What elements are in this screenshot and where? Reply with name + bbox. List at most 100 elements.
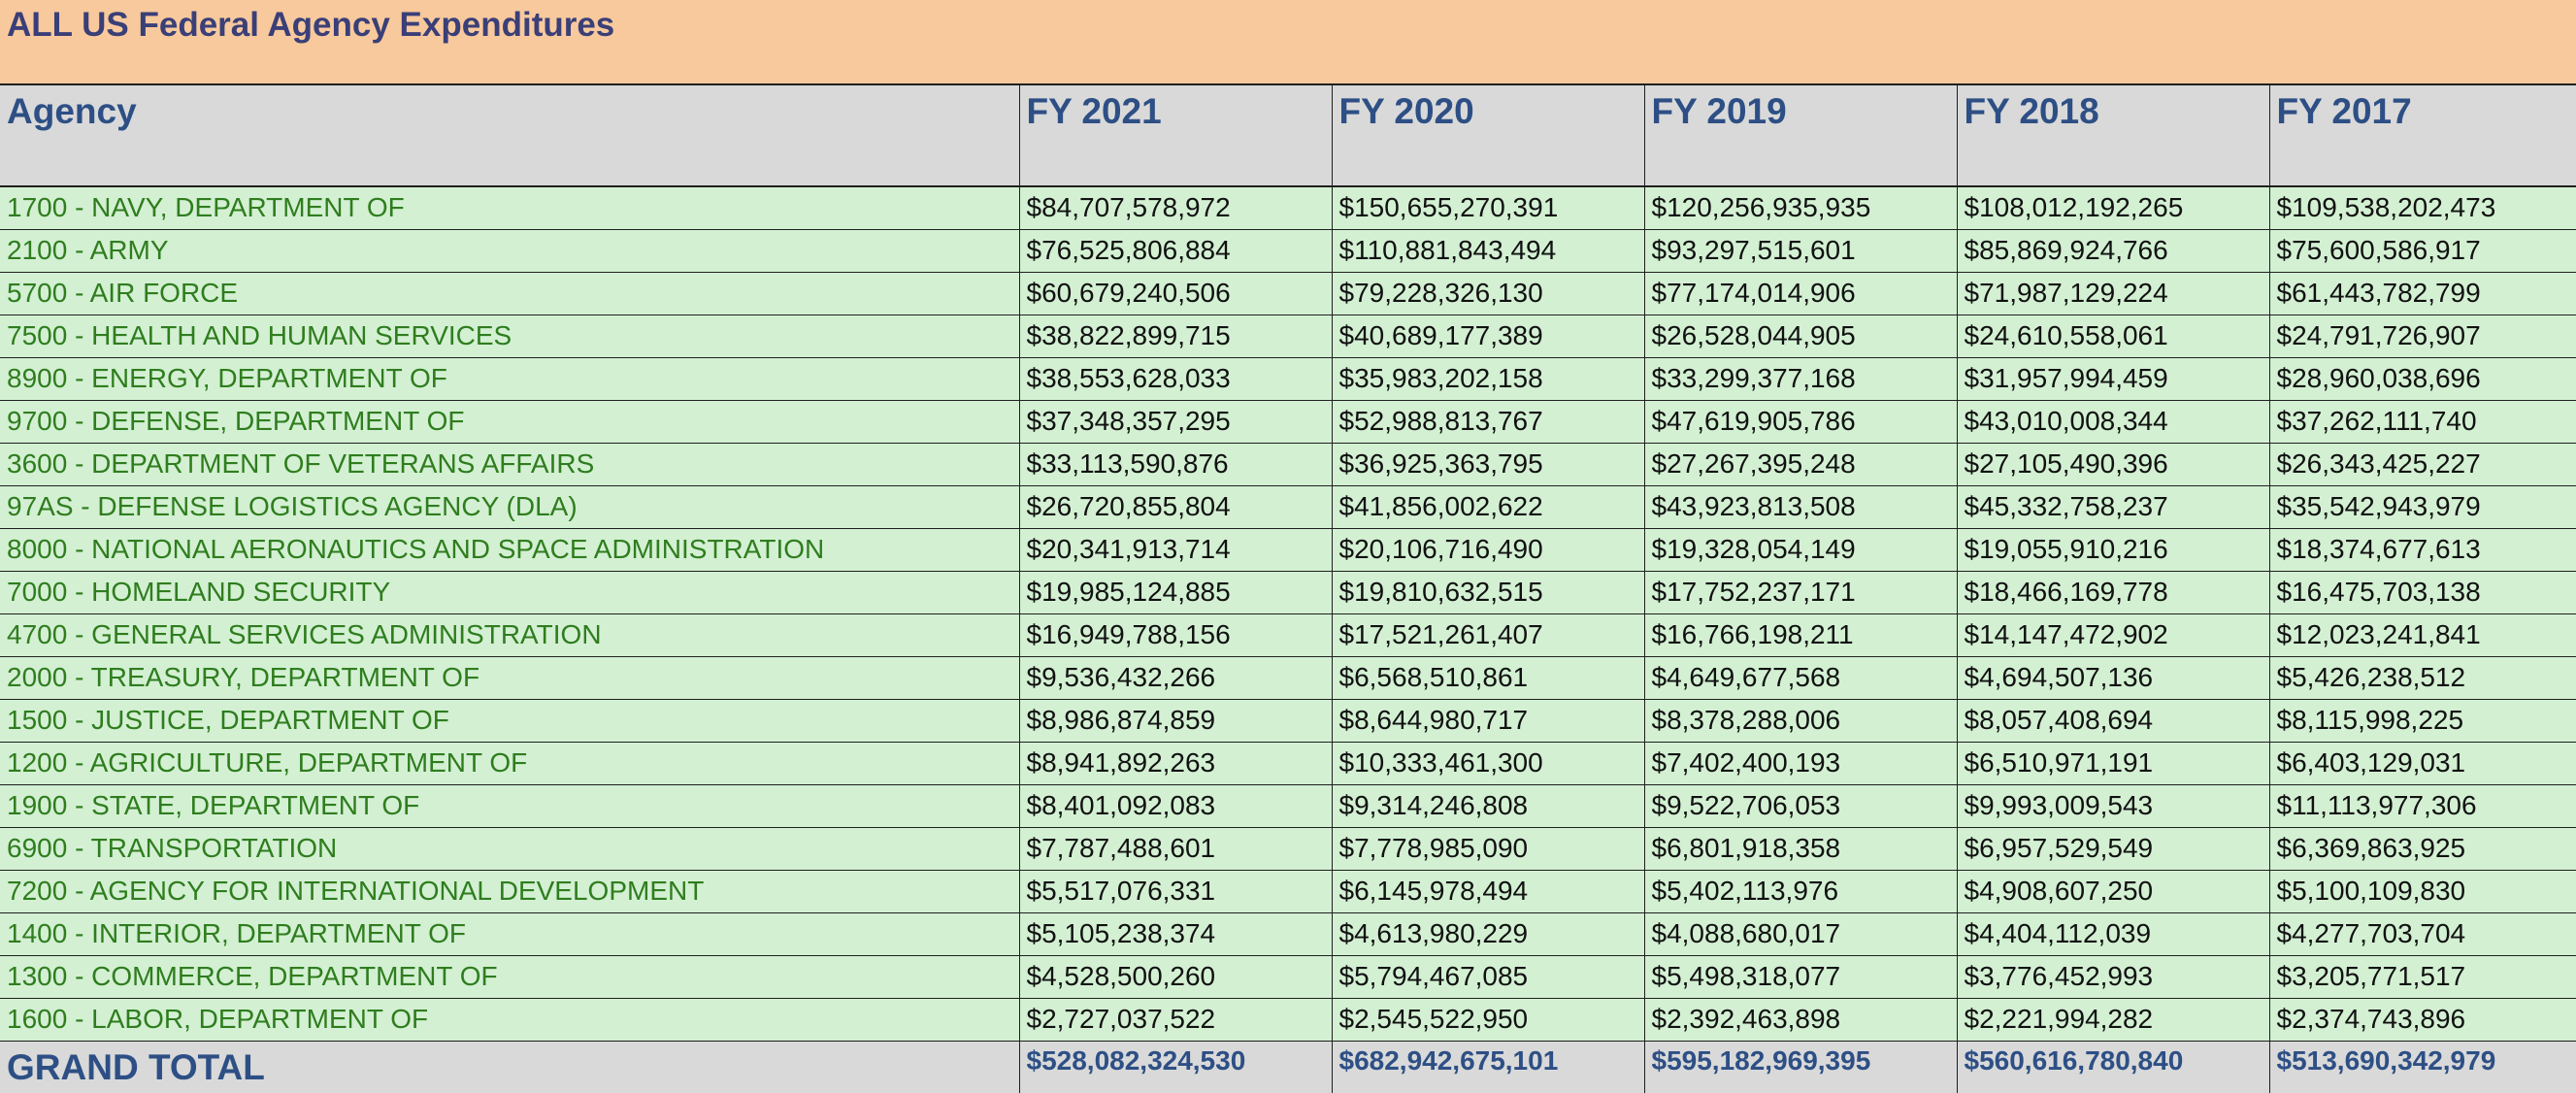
fy-2018-cell[interactable]: $6,510,971,191: [1957, 742, 2270, 785]
fy-2019-cell[interactable]: $4,649,677,568: [1644, 656, 1958, 700]
grand-total-fy-2017[interactable]: $513,690,342,979: [2269, 1041, 2576, 1093]
fy-2017-cell[interactable]: $5,100,109,830: [2269, 870, 2576, 913]
fy-2021-cell[interactable]: $5,517,076,331: [1019, 870, 1333, 913]
header-fy-2019[interactable]: FY 2019: [1644, 85, 1958, 187]
agency-cell[interactable]: 2100 - ARMY: [0, 229, 1020, 273]
fy-2020-cell[interactable]: $6,145,978,494: [1332, 870, 1645, 913]
grand-total-fy-2021[interactable]: $528,082,324,530: [1019, 1041, 1333, 1093]
fy-2021-cell[interactable]: $33,113,590,876: [1019, 443, 1333, 486]
fy-2018-cell[interactable]: $2,221,994,282: [1957, 998, 2270, 1042]
fy-2019-cell[interactable]: $77,174,014,906: [1644, 272, 1958, 315]
fy-2017-cell[interactable]: $18,374,677,613: [2269, 528, 2576, 572]
fy-2018-cell[interactable]: $8,057,408,694: [1957, 699, 2270, 743]
fy-2018-cell[interactable]: $19,055,910,216: [1957, 528, 2270, 572]
header-fy-2018[interactable]: FY 2018: [1957, 85, 2270, 187]
agency-cell[interactable]: 1500 - JUSTICE, DEPARTMENT OF: [0, 699, 1020, 743]
fy-2017-cell[interactable]: $3,205,771,517: [2269, 955, 2576, 999]
fy-2021-cell[interactable]: $8,941,892,263: [1019, 742, 1333, 785]
fy-2017-cell[interactable]: $35,542,943,979: [2269, 485, 2576, 529]
agency-cell[interactable]: 5700 - AIR FORCE: [0, 272, 1020, 315]
fy-2021-cell[interactable]: $7,787,488,601: [1019, 827, 1333, 871]
agency-cell[interactable]: 9700 - DEFENSE, DEPARTMENT OF: [0, 400, 1020, 444]
fy-2019-cell[interactable]: $47,619,905,786: [1644, 400, 1958, 444]
fy-2019-cell[interactable]: $27,267,395,248: [1644, 443, 1958, 486]
fy-2021-cell[interactable]: $38,822,899,715: [1019, 315, 1333, 358]
fy-2020-cell[interactable]: $36,925,363,795: [1332, 443, 1645, 486]
fy-2017-cell[interactable]: $6,369,863,925: [2269, 827, 2576, 871]
agency-cell[interactable]: 4700 - GENERAL SERVICES ADMINISTRATION: [0, 613, 1020, 657]
fy-2020-cell[interactable]: $40,689,177,389: [1332, 315, 1645, 358]
fy-2020-cell[interactable]: $7,778,985,090: [1332, 827, 1645, 871]
fy-2017-cell[interactable]: $11,113,977,306: [2269, 784, 2576, 828]
fy-2017-cell[interactable]: $109,538,202,473: [2269, 186, 2576, 230]
fy-2019-cell[interactable]: $26,528,044,905: [1644, 315, 1958, 358]
fy-2017-cell[interactable]: $16,475,703,138: [2269, 571, 2576, 614]
fy-2020-cell[interactable]: $41,856,002,622: [1332, 485, 1645, 529]
fy-2021-cell[interactable]: $19,985,124,885: [1019, 571, 1333, 614]
fy-2021-cell[interactable]: $16,949,788,156: [1019, 613, 1333, 657]
agency-cell[interactable]: 1200 - AGRICULTURE, DEPARTMENT OF: [0, 742, 1020, 785]
grand-total-label[interactable]: GRAND TOTAL: [0, 1041, 1020, 1093]
agency-cell[interactable]: 1900 - STATE, DEPARTMENT OF: [0, 784, 1020, 828]
fy-2018-cell[interactable]: $45,332,758,237: [1957, 485, 2270, 529]
agency-cell[interactable]: 8000 - NATIONAL AERONAUTICS AND SPACE AD…: [0, 528, 1020, 572]
fy-2018-cell[interactable]: $4,908,607,250: [1957, 870, 2270, 913]
fy-2018-cell[interactable]: $24,610,558,061: [1957, 315, 2270, 358]
fy-2017-cell[interactable]: $2,374,743,896: [2269, 998, 2576, 1042]
header-fy-2017[interactable]: FY 2017: [2269, 85, 2576, 187]
fy-2020-cell[interactable]: $2,545,522,950: [1332, 998, 1645, 1042]
agency-cell[interactable]: 1400 - INTERIOR, DEPARTMENT OF: [0, 912, 1020, 956]
fy-2020-cell[interactable]: $6,568,510,861: [1332, 656, 1645, 700]
fy-2020-cell[interactable]: $17,521,261,407: [1332, 613, 1645, 657]
fy-2021-cell[interactable]: $60,679,240,506: [1019, 272, 1333, 315]
fy-2020-cell[interactable]: $8,644,980,717: [1332, 699, 1645, 743]
fy-2019-cell[interactable]: $17,752,237,171: [1644, 571, 1958, 614]
fy-2019-cell[interactable]: $16,766,198,211: [1644, 613, 1958, 657]
agency-cell[interactable]: 7000 - HOMELAND SECURITY: [0, 571, 1020, 614]
agency-cell[interactable]: 1700 - NAVY, DEPARTMENT OF: [0, 186, 1020, 230]
fy-2021-cell[interactable]: $8,401,092,083: [1019, 784, 1333, 828]
fy-2020-cell[interactable]: $4,613,980,229: [1332, 912, 1645, 956]
fy-2021-cell[interactable]: $4,528,500,260: [1019, 955, 1333, 999]
fy-2019-cell[interactable]: $120,256,935,935: [1644, 186, 1958, 230]
grand-total-fy-2020[interactable]: $682,942,675,101: [1332, 1041, 1645, 1093]
header-fy-2020[interactable]: FY 2020: [1332, 85, 1645, 187]
fy-2021-cell[interactable]: $2,727,037,522: [1019, 998, 1333, 1042]
fy-2017-cell[interactable]: $12,023,241,841: [2269, 613, 2576, 657]
agency-cell[interactable]: 97AS - DEFENSE LOGISTICS AGENCY (DLA): [0, 485, 1020, 529]
fy-2019-cell[interactable]: $33,299,377,168: [1644, 357, 1958, 401]
grand-total-fy-2018[interactable]: $560,616,780,840: [1957, 1041, 2270, 1093]
fy-2021-cell[interactable]: $76,525,806,884: [1019, 229, 1333, 273]
fy-2019-cell[interactable]: $7,402,400,193: [1644, 742, 1958, 785]
fy-2020-cell[interactable]: $79,228,326,130: [1332, 272, 1645, 315]
fy-2018-cell[interactable]: $18,466,169,778: [1957, 571, 2270, 614]
fy-2017-cell[interactable]: $26,343,425,227: [2269, 443, 2576, 486]
fy-2020-cell[interactable]: $5,794,467,085: [1332, 955, 1645, 999]
fy-2018-cell[interactable]: $4,694,507,136: [1957, 656, 2270, 700]
fy-2018-cell[interactable]: $108,012,192,265: [1957, 186, 2270, 230]
header-agency[interactable]: Agency: [0, 85, 1020, 187]
fy-2018-cell[interactable]: $4,404,112,039: [1957, 912, 2270, 956]
fy-2018-cell[interactable]: $85,869,924,766: [1957, 229, 2270, 273]
fy-2019-cell[interactable]: $2,392,463,898: [1644, 998, 1958, 1042]
fy-2018-cell[interactable]: $71,987,129,224: [1957, 272, 2270, 315]
grand-total-fy-2019[interactable]: $595,182,969,395: [1644, 1041, 1958, 1093]
agency-cell[interactable]: 6900 - TRANSPORTATION: [0, 827, 1020, 871]
fy-2018-cell[interactable]: $31,957,994,459: [1957, 357, 2270, 401]
fy-2020-cell[interactable]: $10,333,461,300: [1332, 742, 1645, 785]
fy-2018-cell[interactable]: $14,147,472,902: [1957, 613, 2270, 657]
fy-2020-cell[interactable]: $110,881,843,494: [1332, 229, 1645, 273]
fy-2018-cell[interactable]: $6,957,529,549: [1957, 827, 2270, 871]
agency-cell[interactable]: 3600 - DEPARTMENT OF VETERANS AFFAIRS: [0, 443, 1020, 486]
fy-2017-cell[interactable]: $5,426,238,512: [2269, 656, 2576, 700]
fy-2019-cell[interactable]: $93,297,515,601: [1644, 229, 1958, 273]
fy-2019-cell[interactable]: $5,402,113,976: [1644, 870, 1958, 913]
agency-cell[interactable]: 1600 - LABOR, DEPARTMENT OF: [0, 998, 1020, 1042]
fy-2021-cell[interactable]: $9,536,432,266: [1019, 656, 1333, 700]
fy-2019-cell[interactable]: $43,923,813,508: [1644, 485, 1958, 529]
fy-2019-cell[interactable]: $4,088,680,017: [1644, 912, 1958, 956]
fy-2021-cell[interactable]: $5,105,238,374: [1019, 912, 1333, 956]
agency-cell[interactable]: 2000 - TREASURY, DEPARTMENT OF: [0, 656, 1020, 700]
fy-2017-cell[interactable]: $61,443,782,799: [2269, 272, 2576, 315]
fy-2017-cell[interactable]: $8,115,998,225: [2269, 699, 2576, 743]
